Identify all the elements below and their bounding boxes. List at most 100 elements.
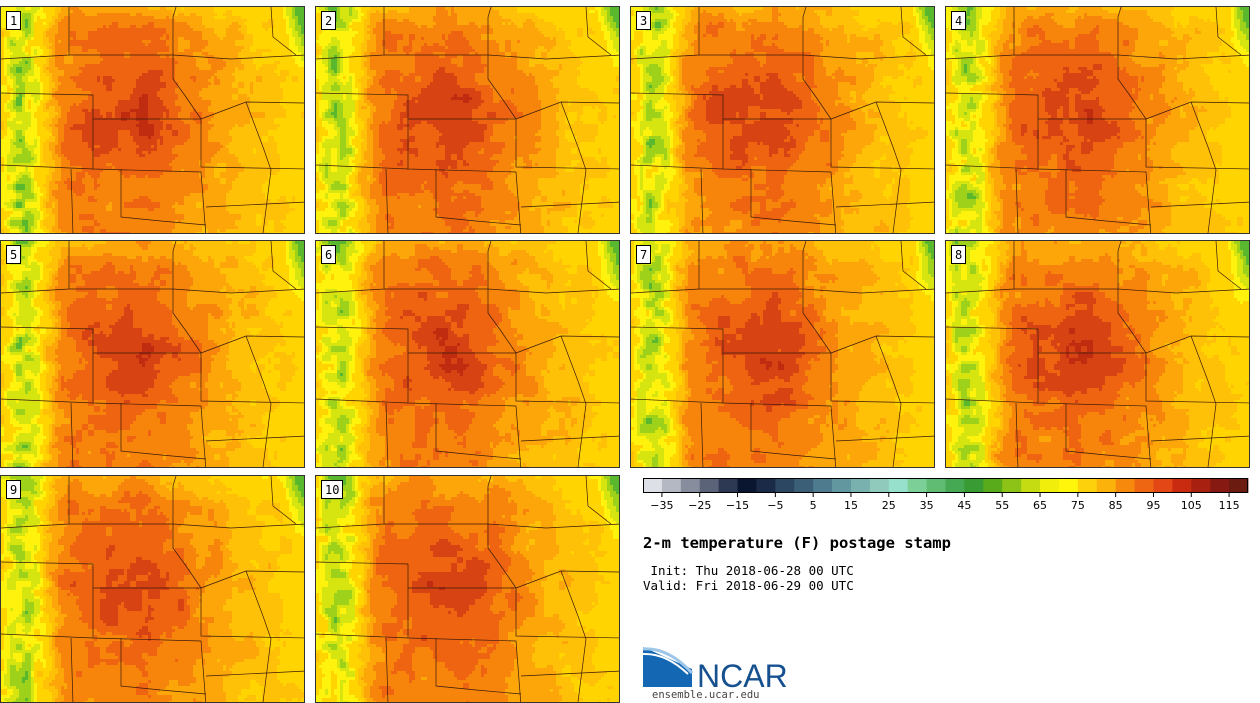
field-cell bbox=[151, 16, 154, 19]
field-cell bbox=[256, 73, 259, 76]
field-cell bbox=[139, 118, 142, 121]
field-cell bbox=[298, 22, 301, 25]
field-cell bbox=[43, 37, 46, 40]
field-cell bbox=[163, 52, 166, 55]
field-cell bbox=[250, 145, 253, 148]
field-cell bbox=[82, 31, 85, 34]
field-cell bbox=[271, 136, 274, 139]
field-cell bbox=[79, 115, 82, 118]
field-cell bbox=[277, 61, 280, 64]
field-cell bbox=[205, 13, 208, 16]
field-cell bbox=[115, 19, 118, 22]
field-cell bbox=[19, 112, 22, 115]
field-cell bbox=[262, 124, 265, 127]
field-cell bbox=[100, 127, 103, 130]
field-cell bbox=[196, 70, 199, 73]
field-cell bbox=[64, 139, 67, 142]
field-cell bbox=[1, 100, 4, 103]
field-cell bbox=[130, 58, 133, 61]
field-cell bbox=[283, 58, 286, 61]
field-cell bbox=[238, 55, 241, 58]
field-cell bbox=[181, 67, 184, 70]
field-cell bbox=[13, 130, 16, 133]
field-cell bbox=[55, 70, 58, 73]
field-cell bbox=[25, 88, 28, 91]
field-cell bbox=[232, 100, 235, 103]
temperature-map bbox=[1, 7, 304, 233]
field-cell bbox=[70, 46, 73, 49]
field-cell bbox=[115, 88, 118, 91]
field-cell bbox=[88, 19, 91, 22]
field-cell bbox=[160, 115, 163, 118]
field-cell bbox=[241, 112, 244, 115]
field-cell bbox=[160, 145, 163, 148]
field-cell bbox=[253, 10, 256, 13]
field-cell bbox=[148, 121, 151, 124]
field-cell bbox=[259, 148, 262, 151]
field-cell bbox=[31, 82, 34, 85]
field-cell bbox=[277, 106, 280, 109]
field-cell bbox=[187, 73, 190, 76]
field-cell bbox=[28, 124, 31, 127]
field-cell bbox=[208, 97, 211, 100]
field-cell bbox=[157, 58, 160, 61]
field-cell bbox=[145, 103, 148, 106]
field-cell bbox=[82, 76, 85, 79]
field-cell bbox=[184, 139, 187, 142]
field-cell bbox=[133, 133, 136, 136]
field-cell bbox=[97, 25, 100, 28]
field-cell bbox=[73, 136, 76, 139]
field-cell bbox=[130, 73, 133, 76]
field-cell bbox=[289, 73, 292, 76]
field-cell bbox=[49, 154, 52, 157]
field-cell bbox=[22, 16, 25, 19]
field-cell bbox=[277, 46, 280, 49]
field-cell bbox=[298, 85, 301, 88]
field-cell bbox=[34, 145, 37, 148]
field-cell bbox=[238, 85, 241, 88]
field-cell bbox=[262, 91, 265, 94]
field-cell bbox=[301, 88, 304, 91]
field-cell bbox=[79, 148, 82, 151]
field-cell bbox=[226, 124, 229, 127]
field-cell bbox=[4, 100, 7, 103]
field-cell bbox=[286, 34, 289, 37]
field-cell bbox=[4, 112, 7, 115]
field-cell bbox=[127, 115, 130, 118]
ensemble-member-panel[interactable]: 1 bbox=[0, 6, 305, 234]
field-cell bbox=[220, 7, 223, 10]
field-cell bbox=[7, 127, 10, 130]
field-cell bbox=[214, 25, 217, 28]
field-cell bbox=[58, 148, 61, 151]
field-cell bbox=[76, 112, 79, 115]
field-cell bbox=[172, 133, 175, 136]
field-cell bbox=[214, 115, 217, 118]
field-cell bbox=[301, 10, 304, 13]
field-cell bbox=[127, 67, 130, 70]
field-cell bbox=[262, 94, 265, 97]
field-cell bbox=[163, 43, 166, 46]
field-cell bbox=[109, 82, 112, 85]
field-cell bbox=[64, 13, 67, 16]
field-cell bbox=[100, 19, 103, 22]
field-cell bbox=[298, 121, 301, 124]
field-cell bbox=[241, 79, 244, 82]
field-cell bbox=[196, 121, 199, 124]
field-cell bbox=[112, 130, 115, 133]
field-cell bbox=[94, 121, 97, 124]
field-cell bbox=[265, 52, 268, 55]
field-cell bbox=[301, 145, 304, 148]
field-cell bbox=[121, 52, 124, 55]
field-cell bbox=[292, 151, 295, 154]
field-cell bbox=[280, 148, 283, 151]
field-cell bbox=[226, 52, 229, 55]
field-cell bbox=[283, 37, 286, 40]
field-cell bbox=[52, 148, 55, 151]
field-cell bbox=[16, 94, 19, 97]
field-cell bbox=[106, 112, 109, 115]
field-cell bbox=[88, 52, 91, 55]
field-cell bbox=[262, 43, 265, 46]
field-cell bbox=[172, 22, 175, 25]
field-cell bbox=[43, 127, 46, 130]
field-cell bbox=[34, 79, 37, 82]
